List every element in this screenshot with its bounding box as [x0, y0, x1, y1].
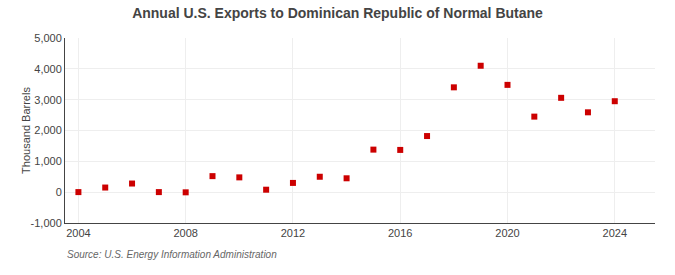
svg-text:5,000: 5,000	[34, 32, 62, 44]
svg-text:Annual U.S. Exports to Dominic: Annual U.S. Exports to Dominican Republi…	[132, 5, 543, 21]
svg-text:1,000: 1,000	[34, 155, 62, 167]
svg-text:Thousand Barrels: Thousand Barrels	[20, 87, 32, 174]
svg-text:4,000: 4,000	[34, 63, 62, 75]
svg-text:Source: U.S. Energy Informatio: Source: U.S. Energy Information Administ…	[67, 249, 277, 260]
svg-text:0: 0	[56, 186, 62, 198]
svg-text:2004: 2004	[66, 227, 90, 239]
svg-text:2024: 2024	[603, 227, 627, 239]
svg-text:2016: 2016	[388, 227, 412, 239]
svg-text:2008: 2008	[173, 227, 197, 239]
svg-text:2,000: 2,000	[34, 124, 62, 136]
svg-text:3,000: 3,000	[34, 94, 62, 106]
svg-text:2020: 2020	[495, 227, 519, 239]
svg-text:-1,000: -1,000	[31, 217, 62, 229]
svg-text:2012: 2012	[281, 227, 305, 239]
